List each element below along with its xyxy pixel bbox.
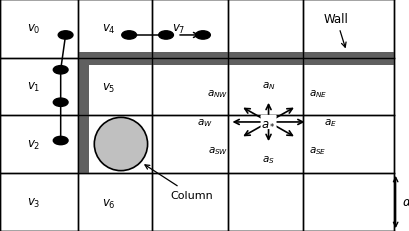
Bar: [78, 52, 393, 65]
Text: $v_6$: $v_6$: [101, 197, 115, 210]
Text: $a_N$: $a_N$: [261, 79, 275, 91]
Circle shape: [53, 99, 68, 107]
Text: $a_E$: $a_E$: [323, 117, 336, 128]
Text: $v_0$: $v_0$: [27, 22, 40, 35]
Text: $v_3$: $v_3$: [27, 196, 40, 209]
Text: $v_2$: $v_2$: [27, 138, 40, 151]
Text: $v_1$: $v_1$: [27, 80, 40, 93]
Circle shape: [158, 32, 173, 40]
Circle shape: [58, 32, 73, 40]
Text: $a_{SW}$: $a_{SW}$: [207, 145, 228, 157]
Circle shape: [195, 32, 210, 40]
Text: $v_4$: $v_4$: [101, 22, 115, 35]
Text: $a_{NW}$: $a_{NW}$: [207, 88, 228, 100]
Text: $a_*$: $a_*$: [261, 116, 275, 129]
Text: $v_5$: $v_5$: [102, 81, 115, 94]
Text: $v_7$: $v_7$: [171, 22, 184, 35]
Text: $a_W$: $a_W$: [197, 117, 213, 128]
Text: Wall: Wall: [323, 13, 348, 48]
Circle shape: [53, 137, 68, 145]
Bar: [78, 59, 89, 173]
Ellipse shape: [94, 118, 147, 171]
Text: $a_{SE}$: $a_{SE}$: [308, 145, 326, 157]
Circle shape: [53, 66, 68, 75]
Text: $a_S$: $a_S$: [261, 154, 274, 165]
Text: $a_{NE}$: $a_{NE}$: [308, 88, 326, 100]
Circle shape: [121, 32, 136, 40]
Text: $\alpha$: $\alpha$: [401, 196, 409, 209]
Text: Column: Column: [145, 165, 212, 200]
